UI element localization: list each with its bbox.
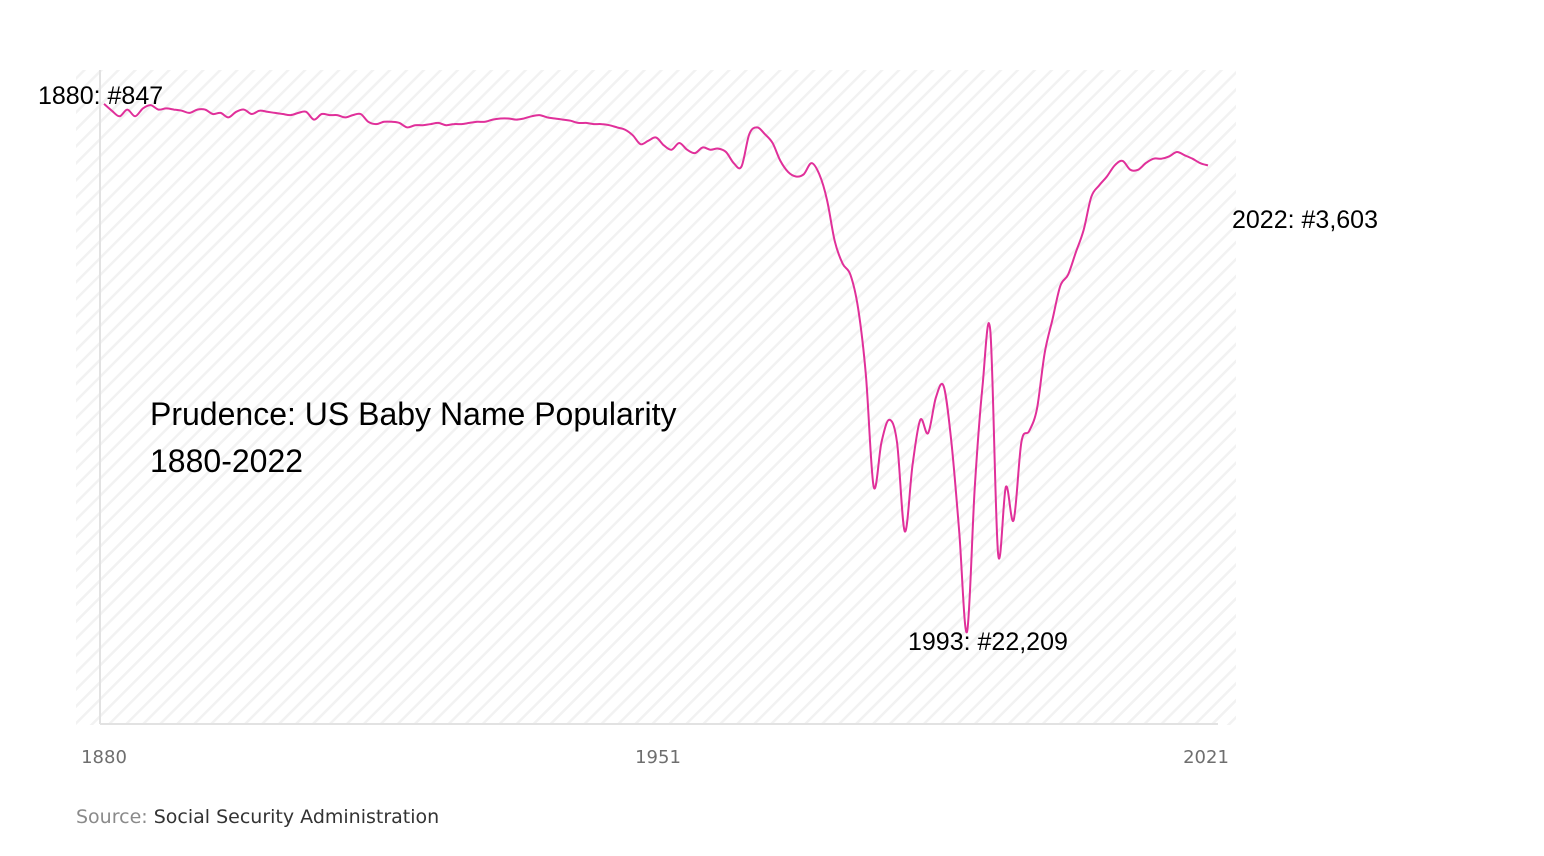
source-label: Source: [76, 806, 148, 828]
source-value: Social Security Administration [153, 806, 440, 828]
annotation-1880: 1880: #847 [38, 82, 163, 110]
source-note: Source: Social Security Administration [76, 806, 439, 828]
x-tick-label-1880: 1880 [81, 747, 127, 768]
plot-background [76, 70, 1236, 725]
x-tick-label-2021: 2021 [1183, 747, 1229, 768]
annotation-2022: 2022: #3,603 [1232, 206, 1378, 234]
popularity-line [103, 103, 1209, 633]
chart-title-line-1: Prudence: US Baby Name Popularity [150, 396, 676, 432]
x-tick-label-1951: 1951 [635, 747, 681, 768]
chart-title-line-2: 1880-2022 [150, 443, 303, 479]
annotation-1993: 1993: #22,209 [908, 628, 1068, 656]
